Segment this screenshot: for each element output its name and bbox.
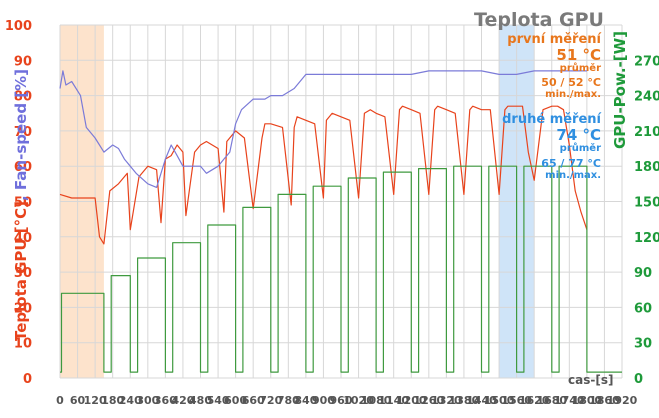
x-tick-label: 1620 — [519, 394, 550, 407]
second-measurement-minmax: 65 / 77 °C — [541, 157, 601, 170]
first-measurement-heading: první měření — [507, 32, 602, 47]
second-measurement-avg: 74 °C — [556, 126, 601, 144]
x-tick-label: 1200 — [396, 394, 427, 407]
y-right-tick-label: 210 — [634, 125, 659, 140]
y-right-tick-label: 0 — [634, 372, 643, 387]
x-tick-label: 180 — [101, 394, 124, 407]
x-tick-label: 120 — [84, 394, 107, 407]
y-left-tick-label: 40 — [14, 231, 32, 246]
y-left-tick-label: 30 — [14, 266, 32, 281]
series-temperature — [59, 105, 588, 245]
x-tick-label: 60 — [70, 394, 86, 407]
first-measurement-avg-label: průměr — [560, 61, 601, 74]
x-tick-label: 1860 — [589, 394, 620, 407]
second-measurement-heading: druhé měření — [502, 112, 602, 127]
series-lines — [59, 70, 622, 373]
x-tick-label: 1740 — [554, 394, 585, 407]
x-tick-label: 840 — [294, 394, 317, 407]
y-right-tick-label: 30 — [634, 337, 652, 352]
x-tick-label: 780 — [277, 394, 300, 407]
first-measurement-minmax: 50 / 52 °C — [541, 76, 601, 89]
x-tick-label: 1440 — [466, 394, 497, 407]
x-tick-label: 240 — [119, 394, 142, 407]
series-gpu-power — [60, 165, 622, 373]
series-fan-speed — [59, 70, 587, 188]
x-tick-label: 480 — [189, 394, 212, 407]
x-tick-label: 360 — [154, 394, 177, 407]
tick-labels: 0102030405060708090100030609012015018021… — [5, 19, 659, 407]
y-right-tick-label: 150 — [634, 196, 659, 211]
x-tick-label: 1320 — [431, 394, 462, 407]
x-tick-label: 1920 — [607, 394, 638, 407]
x-axis-unit: cas-[s] — [568, 373, 613, 387]
x-tick-label: 1020 — [343, 394, 374, 407]
x-tick-label: 540 — [207, 394, 230, 407]
y-axis-temp-label: Teplota GPU [°C] — [12, 201, 30, 341]
x-tick-label: 1080 — [361, 394, 392, 407]
y-right-tick-label: 270 — [634, 54, 659, 69]
x-tick-label: 1380 — [449, 394, 480, 407]
y-axis-fan-label: Fan-speed [%] — [12, 69, 30, 190]
y-left-tick-label: 80 — [14, 90, 32, 105]
x-tick-label: 660 — [242, 394, 265, 407]
second-measurement-minmax-label: min./max. — [545, 170, 601, 181]
y-left-tick-label: 60 — [14, 160, 32, 175]
x-tick-label: 1140 — [378, 394, 409, 407]
y-right-tick-label: 120 — [634, 231, 659, 246]
x-tick-label: 1800 — [572, 394, 603, 407]
y-right-tick-label: 90 — [634, 266, 652, 281]
chart-title: Teplota GPU — [474, 9, 604, 31]
x-tick-label: 1500 — [484, 394, 515, 407]
y-left-tick-label: 10 — [14, 337, 32, 352]
x-tick-label: 900 — [312, 394, 335, 407]
y-axis-label-separator: , — [12, 190, 30, 201]
first-measurement-avg: 51 °C — [556, 46, 601, 64]
y-right-tick-label: 240 — [634, 90, 659, 105]
x-tick-label: 600 — [224, 394, 247, 407]
x-tick-label: 420 — [171, 394, 194, 407]
y-left-tick-label: 100 — [5, 19, 32, 34]
first-measurement-minmax-label: min./max. — [545, 89, 601, 100]
second-measurement-avg-label: průměr — [560, 141, 601, 154]
y-left-tick-label: 70 — [14, 125, 32, 140]
y-left-tick-label: 90 — [14, 54, 32, 69]
x-tick-label: 1560 — [501, 394, 532, 407]
y-left-tick-label: 20 — [14, 301, 32, 316]
y-right-tick-label: 180 — [634, 160, 659, 175]
x-tick-label: 960 — [330, 394, 353, 407]
y-left-tick-label: 0 — [23, 372, 32, 387]
x-tick-label: 0 — [56, 394, 64, 407]
x-tick-label: 1680 — [536, 394, 567, 407]
y-left-tick-label: 50 — [14, 196, 32, 211]
x-tick-label: 720 — [259, 394, 282, 407]
y-axis-left-label: Teplota GPU [°C], Fan-speed [%] — [12, 69, 30, 341]
y-right-tick-label: 60 — [634, 301, 652, 316]
y-axis-right-label: GPU-Pow.-[W] — [611, 31, 629, 149]
x-tick-label: 300 — [136, 394, 159, 407]
x-tick-label: 1260 — [414, 394, 445, 407]
